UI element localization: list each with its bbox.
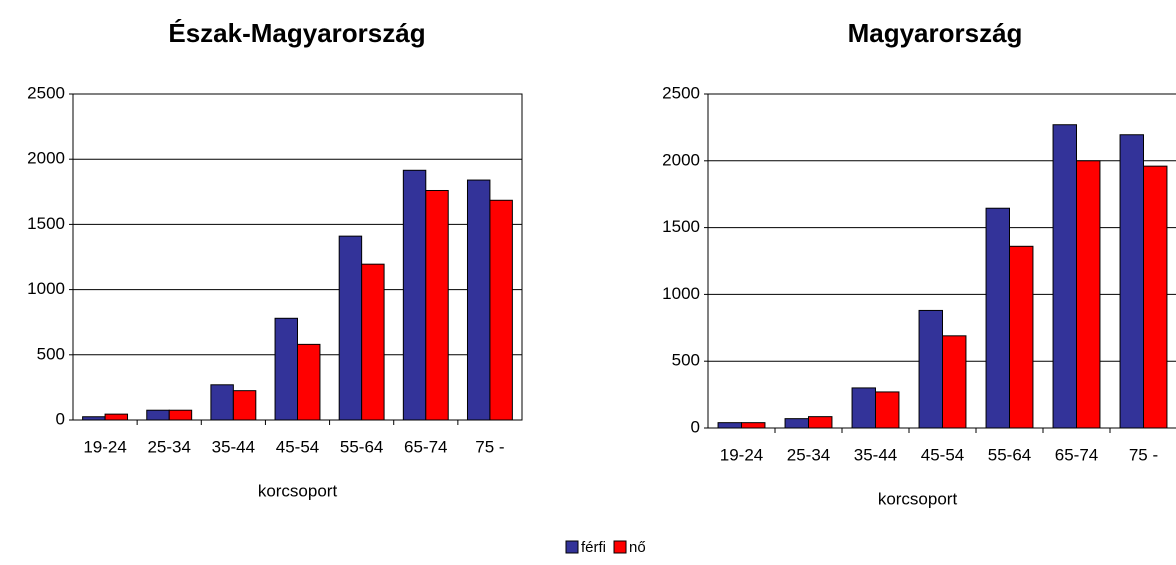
bar — [918, 309, 943, 429]
y-tick-label: 1000 — [27, 279, 65, 298]
legend-swatch — [565, 540, 579, 554]
bar — [741, 422, 766, 429]
bar — [784, 418, 809, 429]
y-tick-label: 0 — [691, 417, 700, 436]
x-tick-label: 35-44 — [212, 437, 255, 456]
chart-title: Magyarország — [848, 18, 1023, 48]
x-tick-label: 75 - — [1129, 445, 1158, 464]
y-tick-label: 500 — [37, 344, 65, 363]
y-tick-label: 2000 — [662, 150, 700, 169]
y-tick-label: 2500 — [662, 83, 700, 102]
x-tick-label: 55-64 — [988, 445, 1031, 464]
bar — [361, 263, 385, 421]
bar — [875, 391, 900, 429]
bar — [425, 189, 449, 421]
bar — [210, 384, 234, 421]
legend-label: férfi — [581, 539, 606, 556]
legend-label: nő — [629, 539, 646, 556]
bar — [168, 409, 193, 421]
bar — [104, 413, 129, 421]
bar — [82, 416, 106, 421]
x-tick-label: 45-54 — [276, 437, 319, 456]
legend-swatch — [613, 540, 627, 554]
bar — [1076, 160, 1101, 429]
bar — [489, 199, 513, 421]
x-tick-label: 65-74 — [404, 437, 447, 456]
bar — [232, 390, 257, 421]
y-tick-label: 2500 — [27, 83, 65, 102]
x-tick-label: 65-74 — [1055, 445, 1098, 464]
x-tick-label: 45-54 — [921, 445, 964, 464]
x-tick-label: 75 - — [475, 437, 504, 456]
bar — [1143, 165, 1168, 429]
x-axis-label: korcsoport — [258, 481, 338, 500]
x-tick-label: 55-64 — [340, 437, 383, 456]
bar — [808, 416, 833, 429]
bar — [851, 387, 876, 429]
bar — [402, 169, 427, 421]
chart-title: Észak-Magyarország — [168, 18, 425, 48]
bar — [1119, 134, 1145, 429]
bar — [297, 343, 321, 421]
x-tick-label: 19-24 — [83, 437, 126, 456]
y-tick-label: 2000 — [27, 149, 65, 168]
y-tick-label: 1000 — [662, 284, 700, 303]
x-tick-label: 25-34 — [787, 445, 830, 464]
bar — [274, 317, 298, 421]
x-tick-label: 25-34 — [147, 437, 190, 456]
y-tick-label: 500 — [672, 351, 700, 370]
y-tick-label: 0 — [56, 409, 65, 428]
bar — [717, 422, 742, 429]
y-tick-label: 1500 — [662, 217, 700, 236]
bar — [338, 235, 363, 421]
y-tick-label: 1500 — [27, 214, 65, 233]
bar — [942, 335, 967, 429]
bar — [466, 179, 491, 421]
bar — [1009, 245, 1034, 429]
bar — [146, 409, 170, 421]
x-tick-label: 19-24 — [720, 445, 763, 464]
bar — [985, 207, 1010, 429]
bar — [1052, 124, 1078, 429]
x-tick-label: 35-44 — [854, 445, 897, 464]
x-axis-label: korcsoport — [878, 489, 958, 508]
